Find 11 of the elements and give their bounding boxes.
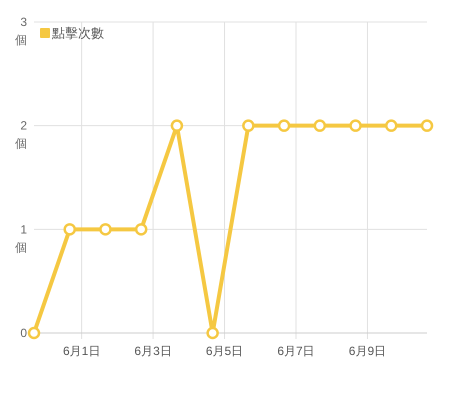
y-tick-label: 1 個 bbox=[15, 222, 28, 254]
y-tick-label: 3 個 bbox=[15, 15, 28, 47]
y-tick-label: 2 個 bbox=[15, 118, 28, 151]
legend: 點擊次數 bbox=[40, 26, 104, 40]
x-tick-label: 6月1日 bbox=[62, 344, 100, 358]
x-tick-label: 6月7日 bbox=[277, 344, 315, 358]
y-tick-label: 0 bbox=[20, 326, 28, 340]
x-tick-label: 6月3日 bbox=[134, 344, 172, 358]
x-tick-label: 6月5日 bbox=[206, 344, 244, 358]
x-tick-label: 6月9日 bbox=[348, 344, 386, 358]
legend-label: 點擊次數 bbox=[51, 26, 104, 40]
